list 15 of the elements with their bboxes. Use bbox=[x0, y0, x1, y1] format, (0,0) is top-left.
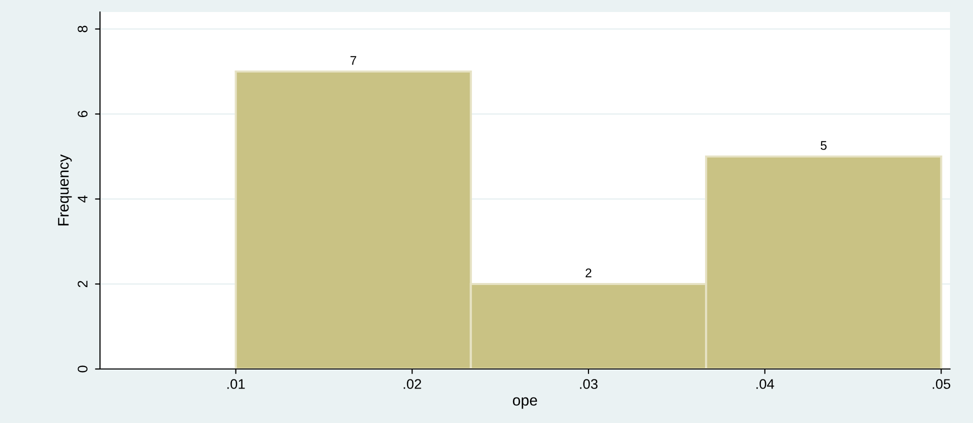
data-label: 7 bbox=[350, 56, 356, 65]
x-axis-title: ope bbox=[512, 397, 538, 409]
x-tick-label: .01 bbox=[227, 379, 245, 389]
y-tick-label: 8 bbox=[78, 26, 88, 32]
y-tick-label: 2 bbox=[78, 280, 88, 288]
data-label: 2 bbox=[586, 268, 592, 278]
x-tick-label: .02 bbox=[404, 379, 422, 389]
x-tick-label: .05 bbox=[932, 379, 950, 389]
y-axis-title: Frequency bbox=[58, 154, 72, 226]
y-tick-label: 4 bbox=[78, 196, 88, 203]
data-label: 5 bbox=[820, 141, 827, 150]
x-tick-label: .03 bbox=[580, 379, 598, 389]
x-tick-label: .04 bbox=[756, 379, 774, 389]
y-tick-label: 0 bbox=[78, 366, 88, 372]
y-tick-label: 6 bbox=[78, 110, 88, 118]
